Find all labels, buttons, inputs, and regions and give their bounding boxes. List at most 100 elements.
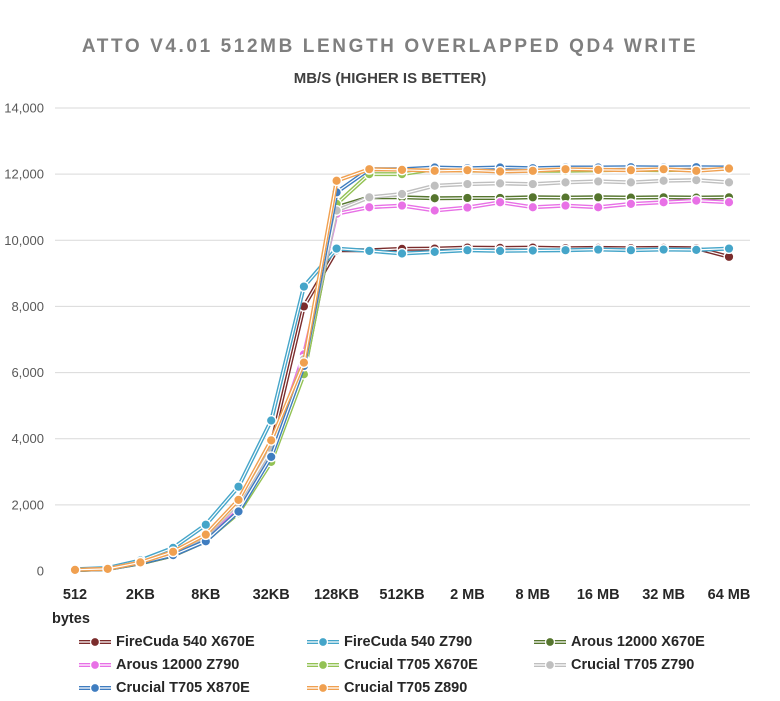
data-point: [232, 505, 244, 517]
y-tick-label: 6,000: [11, 365, 44, 380]
legend-item: Crucial T705 Z790: [533, 655, 694, 675]
x-tick-label: 32 MB: [642, 587, 685, 603]
y-tick-label: 12,000: [4, 167, 44, 182]
data-point: [396, 164, 408, 176]
data-point: [527, 165, 539, 177]
series-line-outline: [74, 246, 730, 572]
data-point: [658, 175, 670, 187]
legend-label: Crucial T705 X870E: [116, 680, 250, 696]
data-point: [527, 201, 539, 213]
data-point: [461, 244, 473, 256]
data-point: [658, 163, 670, 175]
series-lines: [69, 161, 735, 576]
data-point: [331, 243, 343, 255]
series-line-outline: [74, 166, 730, 572]
x-tick-label: 128KB: [314, 587, 359, 603]
data-point: [265, 451, 277, 463]
legend-item: Arous 12000 Z790: [78, 655, 239, 675]
x-tick-label: 16 MB: [577, 587, 620, 603]
data-point: [396, 188, 408, 200]
data-point: [690, 244, 702, 256]
data-point: [396, 200, 408, 212]
chart-title: ATTO V4.01 512MB LENGTH OVERLAPPED QD4 W…: [81, 36, 699, 57]
data-point: [461, 202, 473, 214]
legend-marker: [534, 636, 566, 648]
data-point: [494, 165, 506, 177]
data-point: [461, 192, 473, 204]
data-point: [461, 164, 473, 176]
data-point: [625, 198, 637, 210]
series-line: [74, 168, 730, 571]
series-line: [74, 247, 730, 571]
data-point: [690, 174, 702, 186]
data-point: [429, 165, 441, 177]
series-crucial-t705-z890: [69, 163, 735, 576]
y-tick-label: 4,000: [11, 431, 44, 446]
series-firecuda-540-z790: [69, 243, 735, 575]
legend-item: Arous 12000 X670E: [533, 632, 705, 652]
y-axis-ticks: 0 2,000 4,000 6,000 8,000 10,000 12,000 14,000: [4, 101, 44, 579]
data-point: [363, 245, 375, 257]
x-tick-label: 512KB: [379, 587, 424, 603]
data-point: [658, 244, 670, 256]
legend-marker: [307, 636, 339, 648]
legend-item: Crucial T705 X870E: [78, 678, 250, 698]
series-line: [74, 167, 730, 571]
data-point: [331, 175, 343, 187]
data-point: [592, 201, 604, 213]
data-point: [429, 180, 441, 192]
data-point: [429, 205, 441, 217]
data-point: [494, 196, 506, 208]
data-point: [527, 191, 539, 203]
x-tick-label: 64 MB: [708, 587, 751, 603]
legend-marker: [307, 659, 339, 671]
data-point: [658, 196, 670, 208]
x-tick-label: 2 MB: [450, 587, 485, 603]
data-point: [232, 481, 244, 493]
legend-marker: [79, 636, 111, 648]
legend-label: FireCuda 540 Z790: [344, 634, 473, 650]
data-point: [560, 176, 572, 188]
x-tick-label: 8 MB: [515, 587, 550, 603]
data-point: [200, 519, 212, 531]
data-point: [592, 244, 604, 256]
series-line-outline: [74, 166, 730, 572]
data-point: [527, 178, 539, 190]
data-point: [265, 415, 277, 427]
data-point: [298, 357, 310, 369]
data-point: [167, 546, 179, 558]
line-chart: 02,0004,0006,0008,00010,00012,00014,000 …: [4, 101, 751, 604]
series-line: [74, 166, 730, 571]
legend-item: Crucial T705 Z890: [306, 678, 467, 698]
y-tick-label: 14,000: [4, 101, 44, 116]
data-point: [298, 281, 310, 293]
legend-label: Arous 12000 Z790: [116, 657, 240, 673]
data-point: [232, 494, 244, 506]
x-tick-label: 512: [63, 587, 87, 603]
legend-label: Crucial T705 Z790: [571, 657, 695, 673]
legend-item: Crucial T705 X670E: [306, 655, 478, 675]
legend-label: Crucial T705 X670E: [344, 657, 478, 673]
data-point: [265, 434, 277, 446]
x-tick-label: 8KB: [191, 587, 220, 603]
y-tick-label: 10,000: [4, 233, 44, 248]
series-crucial-t705-z790: [69, 174, 735, 576]
x-tick-label: 32KB: [253, 587, 290, 603]
data-point: [625, 176, 637, 188]
data-point: [429, 246, 441, 258]
series-line: [74, 248, 730, 570]
series-crucial-t705-x870e: [69, 161, 735, 576]
series-line-outline: [74, 178, 730, 572]
series-crucial-t705-x670e: [69, 163, 735, 576]
data-point: [723, 176, 735, 188]
data-point: [690, 165, 702, 177]
series-firecuda-540-x670e: [69, 242, 735, 576]
data-point: [200, 529, 212, 541]
data-point: [723, 163, 735, 175]
data-point: [527, 245, 539, 257]
series-line-outline: [74, 245, 730, 572]
legend-marker: [79, 659, 111, 671]
legend-marker: [307, 682, 339, 694]
data-point: [625, 164, 637, 176]
data-point: [592, 191, 604, 203]
